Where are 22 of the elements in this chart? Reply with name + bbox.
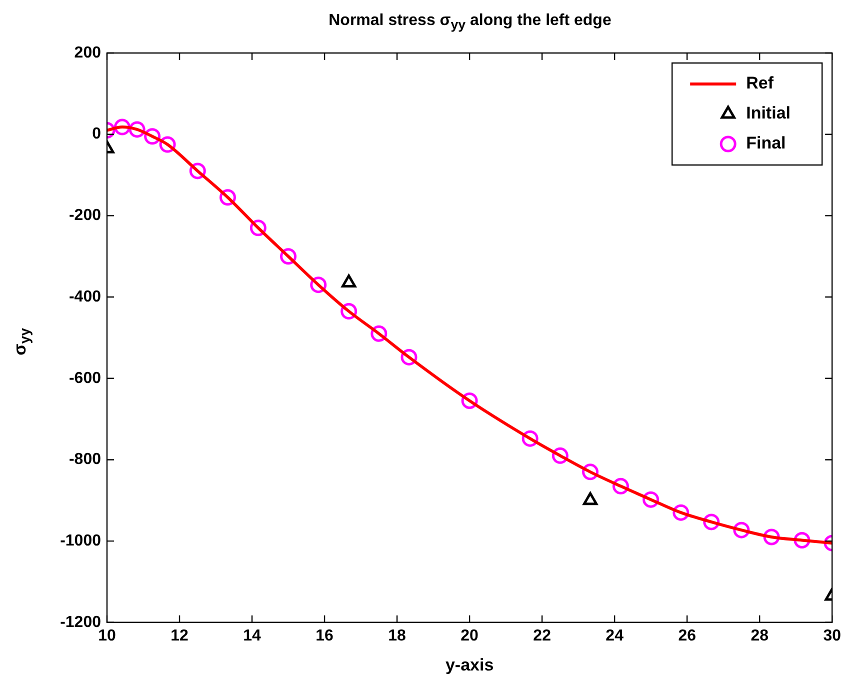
y-tick-label: -400 — [68, 288, 102, 306]
x-tick-label: 22 — [533, 627, 552, 644]
y-tick-label: -800 — [68, 451, 102, 468]
x-tick-label: 16 — [316, 627, 334, 644]
x-tick-label: 28 — [750, 627, 769, 644]
legend-label: Ref — [746, 74, 774, 93]
y-tick-label: 200 — [74, 44, 102, 62]
y-tick-label: -200 — [68, 207, 102, 224]
x-tick-label: 18 — [388, 627, 406, 644]
x-tick-label: 14 — [243, 627, 262, 644]
x-tick-label: 24 — [606, 627, 624, 644]
x-tick-label: 20 — [460, 627, 479, 644]
chart-title: Normal stress σ$_{yy}$ along the left edge — [328, 12, 612, 32]
legend-label: Initial — [746, 104, 791, 123]
x-tick-label: 12 — [170, 627, 189, 644]
y-tick-label: -1000 — [60, 532, 102, 550]
x-tick-label: 30 — [823, 627, 842, 644]
y-tick-label: -600 — [68, 370, 102, 387]
x-axis-title: y-axis — [445, 655, 494, 674]
x-tick-label: 26 — [678, 627, 696, 644]
legend-label: Final — [746, 134, 786, 153]
y-tick-label: 0 — [92, 126, 102, 143]
